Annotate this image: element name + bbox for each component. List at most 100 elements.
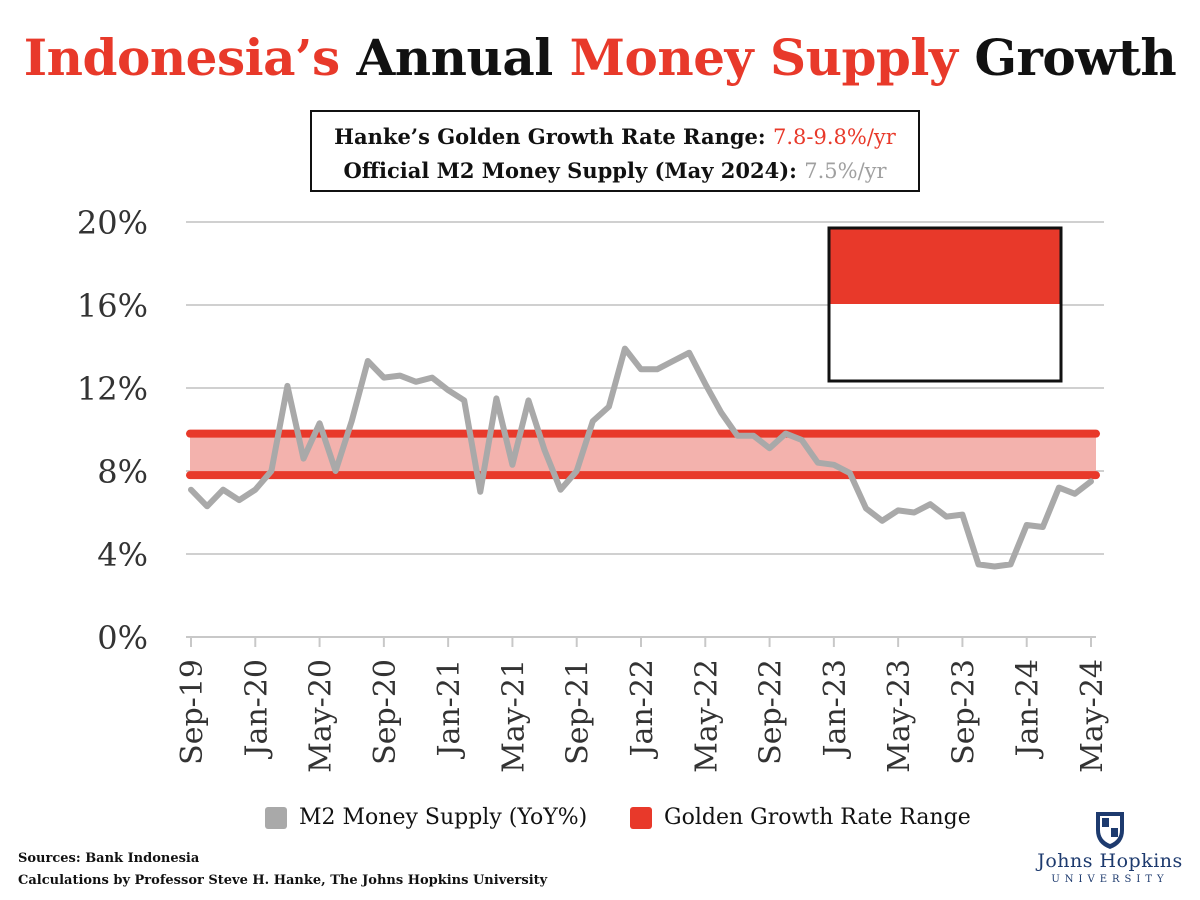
- legend-label-m2: M2 Money Supply (YoY%): [299, 805, 588, 830]
- title-part-annual: Annual: [339, 28, 570, 87]
- x-tick-label: May-24: [1075, 659, 1110, 773]
- m2-data-point: [961, 514, 963, 516]
- flag-red-stripe: [829, 228, 1061, 304]
- m2-data-point: [785, 433, 787, 435]
- official-m2-line: Official M2 Money Supply (May 2024): 7.5…: [312, 154, 918, 188]
- m2-data-point: [656, 368, 658, 370]
- y-tick-label: 16%: [77, 287, 148, 325]
- m2-data-point: [367, 360, 369, 362]
- m2-data-point: [608, 406, 610, 408]
- x-tick-label: Jan-23: [818, 659, 853, 760]
- m2-data-point: [640, 368, 642, 370]
- sources-line: Sources: Bank Indonesia: [18, 851, 200, 866]
- m2-data-point: [270, 470, 272, 472]
- m2-data-point: [945, 516, 947, 518]
- legend-label-golden: Golden Growth Rate Range: [664, 805, 971, 830]
- m2-data-point: [881, 520, 883, 522]
- m2-data-point: [383, 377, 385, 379]
- y-tick-label: 20%: [77, 204, 148, 242]
- golden-range-value: 7.8-9.8%/yr: [772, 125, 896, 149]
- m2-data-point: [351, 420, 353, 422]
- calculations-line: Calculations by Professor Steve H. Hanke…: [18, 873, 548, 888]
- m2-data-point: [801, 439, 803, 441]
- x-tick-label: Sep-21: [561, 659, 596, 765]
- m2-data-point: [319, 422, 321, 424]
- m2-data-point: [736, 435, 738, 437]
- official-m2-label: Official M2 Money Supply (May 2024):: [343, 158, 805, 183]
- m2-data-point: [688, 352, 690, 354]
- x-tick-label: Sep-22: [754, 659, 789, 765]
- x-tick-label: Jan-21: [432, 659, 467, 760]
- indonesia-flag-icon: [827, 226, 1063, 383]
- legend-swatch-golden: [630, 806, 652, 829]
- m2-data-point: [576, 470, 578, 472]
- m2-data-point: [929, 503, 931, 505]
- m2-data-point: [720, 412, 722, 414]
- m2-data-point: [1090, 480, 1092, 482]
- line-chart: 0% 4% 8% 12% 16% 20% Sep-19 Jan-20 May-20 Sep-20 J…: [77, 204, 1110, 773]
- m2-data-point: [528, 399, 529, 401]
- sources-note: Sources: Bank Indonesia Calculations by …: [18, 848, 547, 892]
- m2-data-point: [817, 462, 819, 464]
- m2-data-point: [206, 505, 208, 507]
- m2-data-point: [447, 389, 449, 391]
- m2-data-point: [978, 563, 979, 565]
- m2-data-point: [624, 348, 626, 350]
- axes: 0% 4% 8% 12% 16% 20% Sep-19 Jan-20 May-20 Sep-20 J…: [77, 204, 1110, 773]
- x-tick-label: Jan-20: [239, 659, 274, 760]
- m2-data-point: [415, 381, 417, 383]
- official-m2-value: 7.5%/yr: [804, 159, 887, 183]
- m2-data-point: [1026, 524, 1028, 526]
- m2-data-point: [560, 489, 562, 491]
- m2-data-point: [704, 383, 706, 385]
- m2-data-point: [994, 565, 996, 567]
- logo-sub: UNIVERSITY: [1051, 874, 1169, 885]
- m2-data-point: [479, 491, 481, 493]
- legend-item-m2: M2 Money Supply (YoY%): [265, 805, 587, 830]
- legend-item-golden: Golden Growth Rate Range: [630, 805, 971, 830]
- y-tick-label: 8%: [97, 453, 148, 491]
- title-part-country: Indonesia’s: [23, 28, 340, 87]
- legend-swatch-m2: [265, 806, 287, 829]
- m2-data-point: [672, 360, 674, 362]
- m2-data-point: [913, 512, 915, 513]
- x-tick-label: May-22: [689, 659, 724, 773]
- m2-data-point: [511, 464, 513, 466]
- x-tick-label: May-21: [496, 659, 531, 773]
- m2-data-point: [303, 458, 304, 460]
- flag-border: [827, 226, 1063, 383]
- m2-data-point: [190, 489, 192, 491]
- info-box: Hanke’s Golden Growth Rate Range: 7.8-9.…: [310, 110, 920, 192]
- logo-name: Johns Hopkins: [1037, 850, 1183, 872]
- m2-data-point: [222, 489, 224, 491]
- m2-data-point: [463, 399, 465, 401]
- x-tick-label: May-20: [304, 659, 339, 773]
- university-shield-icon: [1096, 812, 1124, 849]
- m2-data-point: [1042, 526, 1044, 528]
- m2-data-point: [753, 435, 754, 437]
- m2-data-point: [769, 447, 771, 449]
- m2-data-point: [592, 420, 594, 422]
- m2-data-point: [286, 385, 288, 387]
- x-tick-label: May-23: [882, 659, 917, 773]
- y-tick-label: 4%: [97, 536, 148, 574]
- m2-data-point: [1010, 563, 1012, 565]
- x-tick-label: Sep-23: [946, 659, 981, 765]
- x-tick-label: Sep-20: [368, 659, 403, 765]
- m2-data-point: [865, 507, 867, 509]
- m2-data-point: [335, 470, 337, 472]
- m2-data-point: [254, 489, 256, 491]
- chart-title: Indonesia’s Annual Money Supply Growth: [0, 28, 1200, 87]
- m2-data-point: [849, 472, 851, 474]
- m2-data-point: [544, 449, 546, 451]
- x-tick-label: Sep-19: [175, 659, 210, 765]
- m2-data-point: [495, 397, 497, 399]
- m2-data-point: [1074, 493, 1076, 495]
- golden-range-label: Hanke’s Golden Growth Rate Range:: [334, 124, 773, 149]
- m2-data-point: [399, 375, 401, 377]
- legend: M2 Money Supply (YoY%) Golden Growth Rat…: [0, 805, 1200, 835]
- y-tick-label: 0%: [97, 619, 148, 657]
- m2-data-point: [238, 499, 240, 501]
- x-tick-label: Jan-22: [625, 659, 660, 760]
- x-tick-label: Jan-24: [1011, 659, 1046, 760]
